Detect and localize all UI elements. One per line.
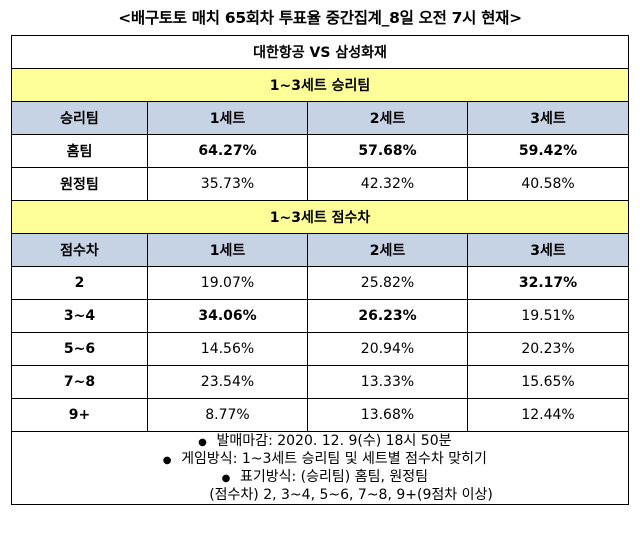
- note-notation-cont: (점수차) 2, 3~4, 5~6, 7~8, 9+(9점차 이상): [209, 487, 493, 503]
- rate-cell: 19.07%: [147, 266, 308, 300]
- table-row: 3~4 34.06% 26.23% 19.51%: [11, 299, 630, 333]
- section-score-header-row: 점수차 1세트 2세트 3세트: [11, 233, 630, 267]
- column-header: 승리팀: [11, 101, 148, 135]
- rate-cell: 25.82%: [307, 266, 468, 300]
- rate-cell: 19.51%: [466, 299, 630, 333]
- row-label: 원정팀: [11, 167, 148, 201]
- table-row: 9+ 8.77% 13.68% 12.44%: [11, 398, 630, 432]
- rate-cell: 13.33%: [307, 365, 468, 399]
- match-title: 대한항공 VS 삼성화재: [10, 35, 630, 69]
- table-row: 2 19.07% 25.82% 32.17%: [11, 266, 630, 300]
- section-winner-title: 1~3세트 승리팀: [10, 68, 630, 102]
- section-winner-title-row: 1~3세트 승리팀: [10, 68, 630, 102]
- note-text: 발매마감: 2020. 12. 9(수) 18시 50분: [216, 433, 452, 449]
- row-label: 7~8: [11, 365, 148, 399]
- row-label: 2: [11, 266, 148, 300]
- column-header: 1세트: [147, 233, 308, 267]
- notes-cell: ● 발매마감: 2020. 12. 9(수) 18시 50분 ● 게임방식: 1~3…: [10, 431, 630, 505]
- section-winner-header-row: 승리팀 1세트 2세트 3세트: [11, 101, 630, 135]
- row-label: 3~4: [11, 299, 148, 333]
- notes-row: ● 발매마감: 2020. 12. 9(수) 18시 50분 ● 게임방식: 1~3…: [10, 431, 630, 505]
- note-text: 게임방식: 1~3세트 승리팀 및 세트별 점수차 맞히기: [181, 451, 487, 467]
- rate-cell: 59.42%: [466, 134, 630, 168]
- column-header: 3세트: [466, 101, 630, 135]
- column-header: 1세트: [147, 101, 308, 135]
- bullet-icon: ●: [221, 473, 231, 484]
- section-score-title: 1~3세트 점수차: [10, 200, 630, 234]
- table-row: 5~6 14.56% 20.94% 20.23%: [11, 332, 630, 366]
- note-method: ● 게임방식: 1~3세트 승리팀 및 세트별 점수차 맞히기: [12, 450, 628, 468]
- row-label: 홈팀: [11, 134, 148, 168]
- rate-cell: 20.94%: [307, 332, 468, 366]
- column-header: 점수차: [11, 233, 148, 267]
- rate-cell: 26.23%: [307, 299, 468, 333]
- rate-cell: 64.27%: [147, 134, 308, 168]
- row-label: 9+: [11, 398, 148, 432]
- bullet-icon: ●: [162, 455, 172, 466]
- note-text: 표기방식: (승리팀) 홈팀, 원정팀: [240, 469, 429, 485]
- table-row: 원정팀 35.73% 42.32% 40.58%: [11, 167, 630, 201]
- rate-cell: 34.06%: [147, 299, 308, 333]
- rate-cell: 40.58%: [466, 167, 630, 201]
- page-title: <배구토토 매치 65회차 투표율 중간집계_8일 오전 7시 현재>: [118, 9, 522, 27]
- rate-cell: 8.77%: [147, 398, 308, 432]
- section-score-title-row: 1~3세트 점수차: [10, 200, 630, 234]
- match-row: 대한항공 VS 삼성화재: [10, 35, 630, 69]
- rate-cell: 57.68%: [307, 134, 468, 168]
- row-label: 5~6: [11, 332, 148, 366]
- note-notation: ● 표기방식: (승리팀) 홈팀, 원정팀: [12, 468, 628, 486]
- rate-cell: 42.32%: [307, 167, 468, 201]
- column-header: 3세트: [466, 233, 630, 267]
- bullet-icon: ●: [198, 437, 207, 448]
- note-deadline: ● 발매마감: 2020. 12. 9(수) 18시 50분: [12, 432, 628, 450]
- rate-cell: 13.68%: [307, 398, 468, 432]
- table-row: 7~8 23.54% 13.33% 15.65%: [11, 365, 630, 399]
- rate-cell: 20.23%: [466, 332, 630, 366]
- column-header: 2세트: [307, 101, 468, 135]
- rate-cell: 32.17%: [466, 266, 630, 300]
- column-header: 2세트: [307, 233, 468, 267]
- rate-cell: 23.54%: [147, 365, 308, 399]
- rate-cell: 12.44%: [466, 398, 630, 432]
- rate-cell: 15.65%: [466, 365, 630, 399]
- rate-cell: 14.56%: [147, 332, 308, 366]
- table-row: 홈팀 64.27% 57.68% 59.42%: [11, 134, 630, 168]
- rate-cell: 35.73%: [147, 167, 308, 201]
- vote-rate-table: 대한항공 VS 삼성화재 1~3세트 승리팀 승리팀 1세트 2세트 3세트 홈…: [10, 35, 630, 505]
